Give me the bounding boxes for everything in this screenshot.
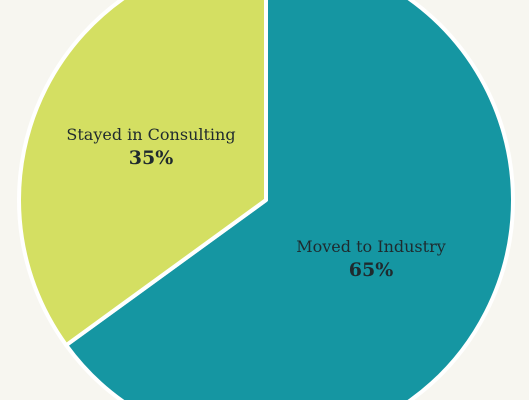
pie-slices: [17, 0, 515, 400]
slice-label-stayed-in-consulting: Stayed in Consulting 35%: [66, 125, 235, 169]
slice-category-label: Moved to Industry: [296, 237, 446, 256]
slice-value-label: 35%: [129, 147, 174, 169]
slice-stayed-in-consulting: [17, 0, 268, 348]
slice-moved-to-industry: [64, 0, 515, 400]
slice-label-moved-to-industry: Moved to Industry 65%: [296, 237, 446, 281]
slice-category-label: Stayed in Consulting: [66, 125, 235, 144]
slice-value-label: 65%: [349, 259, 394, 281]
